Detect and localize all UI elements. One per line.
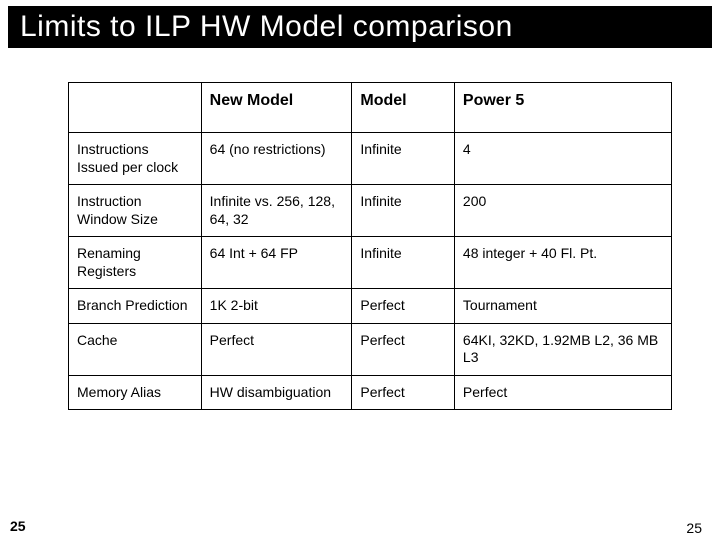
cell: Instruction Window Size xyxy=(69,185,202,237)
cell: Infinite xyxy=(352,185,455,237)
page-number-left: 25 xyxy=(10,518,26,534)
table-row: Renaming Registers 64 Int + 64 FP Infini… xyxy=(69,237,672,289)
cell: 64KI, 32KD, 1.92MB L2, 36 MB L3 xyxy=(454,323,671,375)
cell: Perfect xyxy=(352,289,455,324)
cell: Infinite xyxy=(352,237,455,289)
cell: 200 xyxy=(454,185,671,237)
table-row: Cache Perfect Perfect 64KI, 32KD, 1.92MB… xyxy=(69,323,672,375)
table-row: Instruction Window Size Infinite vs. 256… xyxy=(69,185,672,237)
cell: 64 (no restrictions) xyxy=(201,133,352,185)
cell: Perfect xyxy=(201,323,352,375)
table-header-row: New Model Model Power 5 xyxy=(69,83,672,133)
col-header: New Model xyxy=(201,83,352,133)
cell: HW disambiguation xyxy=(201,375,352,410)
table-row: Memory Alias HW disambiguation Perfect P… xyxy=(69,375,672,410)
cell: 48 integer + 40 Fl. Pt. xyxy=(454,237,671,289)
cell: Instructions Issued per clock xyxy=(69,133,202,185)
page-title: Limits to ILP HW Model comparison xyxy=(20,10,700,44)
cell: Cache xyxy=(69,323,202,375)
col-header: Model xyxy=(352,83,455,133)
cell: 4 xyxy=(454,133,671,185)
table-row: Branch Prediction 1K 2-bit Perfect Tourn… xyxy=(69,289,672,324)
cell: Perfect xyxy=(454,375,671,410)
cell: Memory Alias xyxy=(69,375,202,410)
cell: Infinite xyxy=(352,133,455,185)
col-header: Power 5 xyxy=(454,83,671,133)
cell: Infinite vs. 256, 128, 64, 32 xyxy=(201,185,352,237)
comparison-table-wrap: New Model Model Power 5 Instructions Iss… xyxy=(68,82,672,410)
cell: 64 Int + 64 FP xyxy=(201,237,352,289)
cell: Perfect xyxy=(352,375,455,410)
page-number-right: 25 xyxy=(686,520,702,536)
table-row: Instructions Issued per clock 64 (no res… xyxy=(69,133,672,185)
cell: Perfect xyxy=(352,323,455,375)
cell: Branch Prediction xyxy=(69,289,202,324)
title-bar: Limits to ILP HW Model comparison xyxy=(8,6,712,48)
cell: Tournament xyxy=(454,289,671,324)
cell: Renaming Registers xyxy=(69,237,202,289)
cell: 1K 2-bit xyxy=(201,289,352,324)
comparison-table: New Model Model Power 5 Instructions Iss… xyxy=(68,82,672,410)
col-header xyxy=(69,83,202,133)
